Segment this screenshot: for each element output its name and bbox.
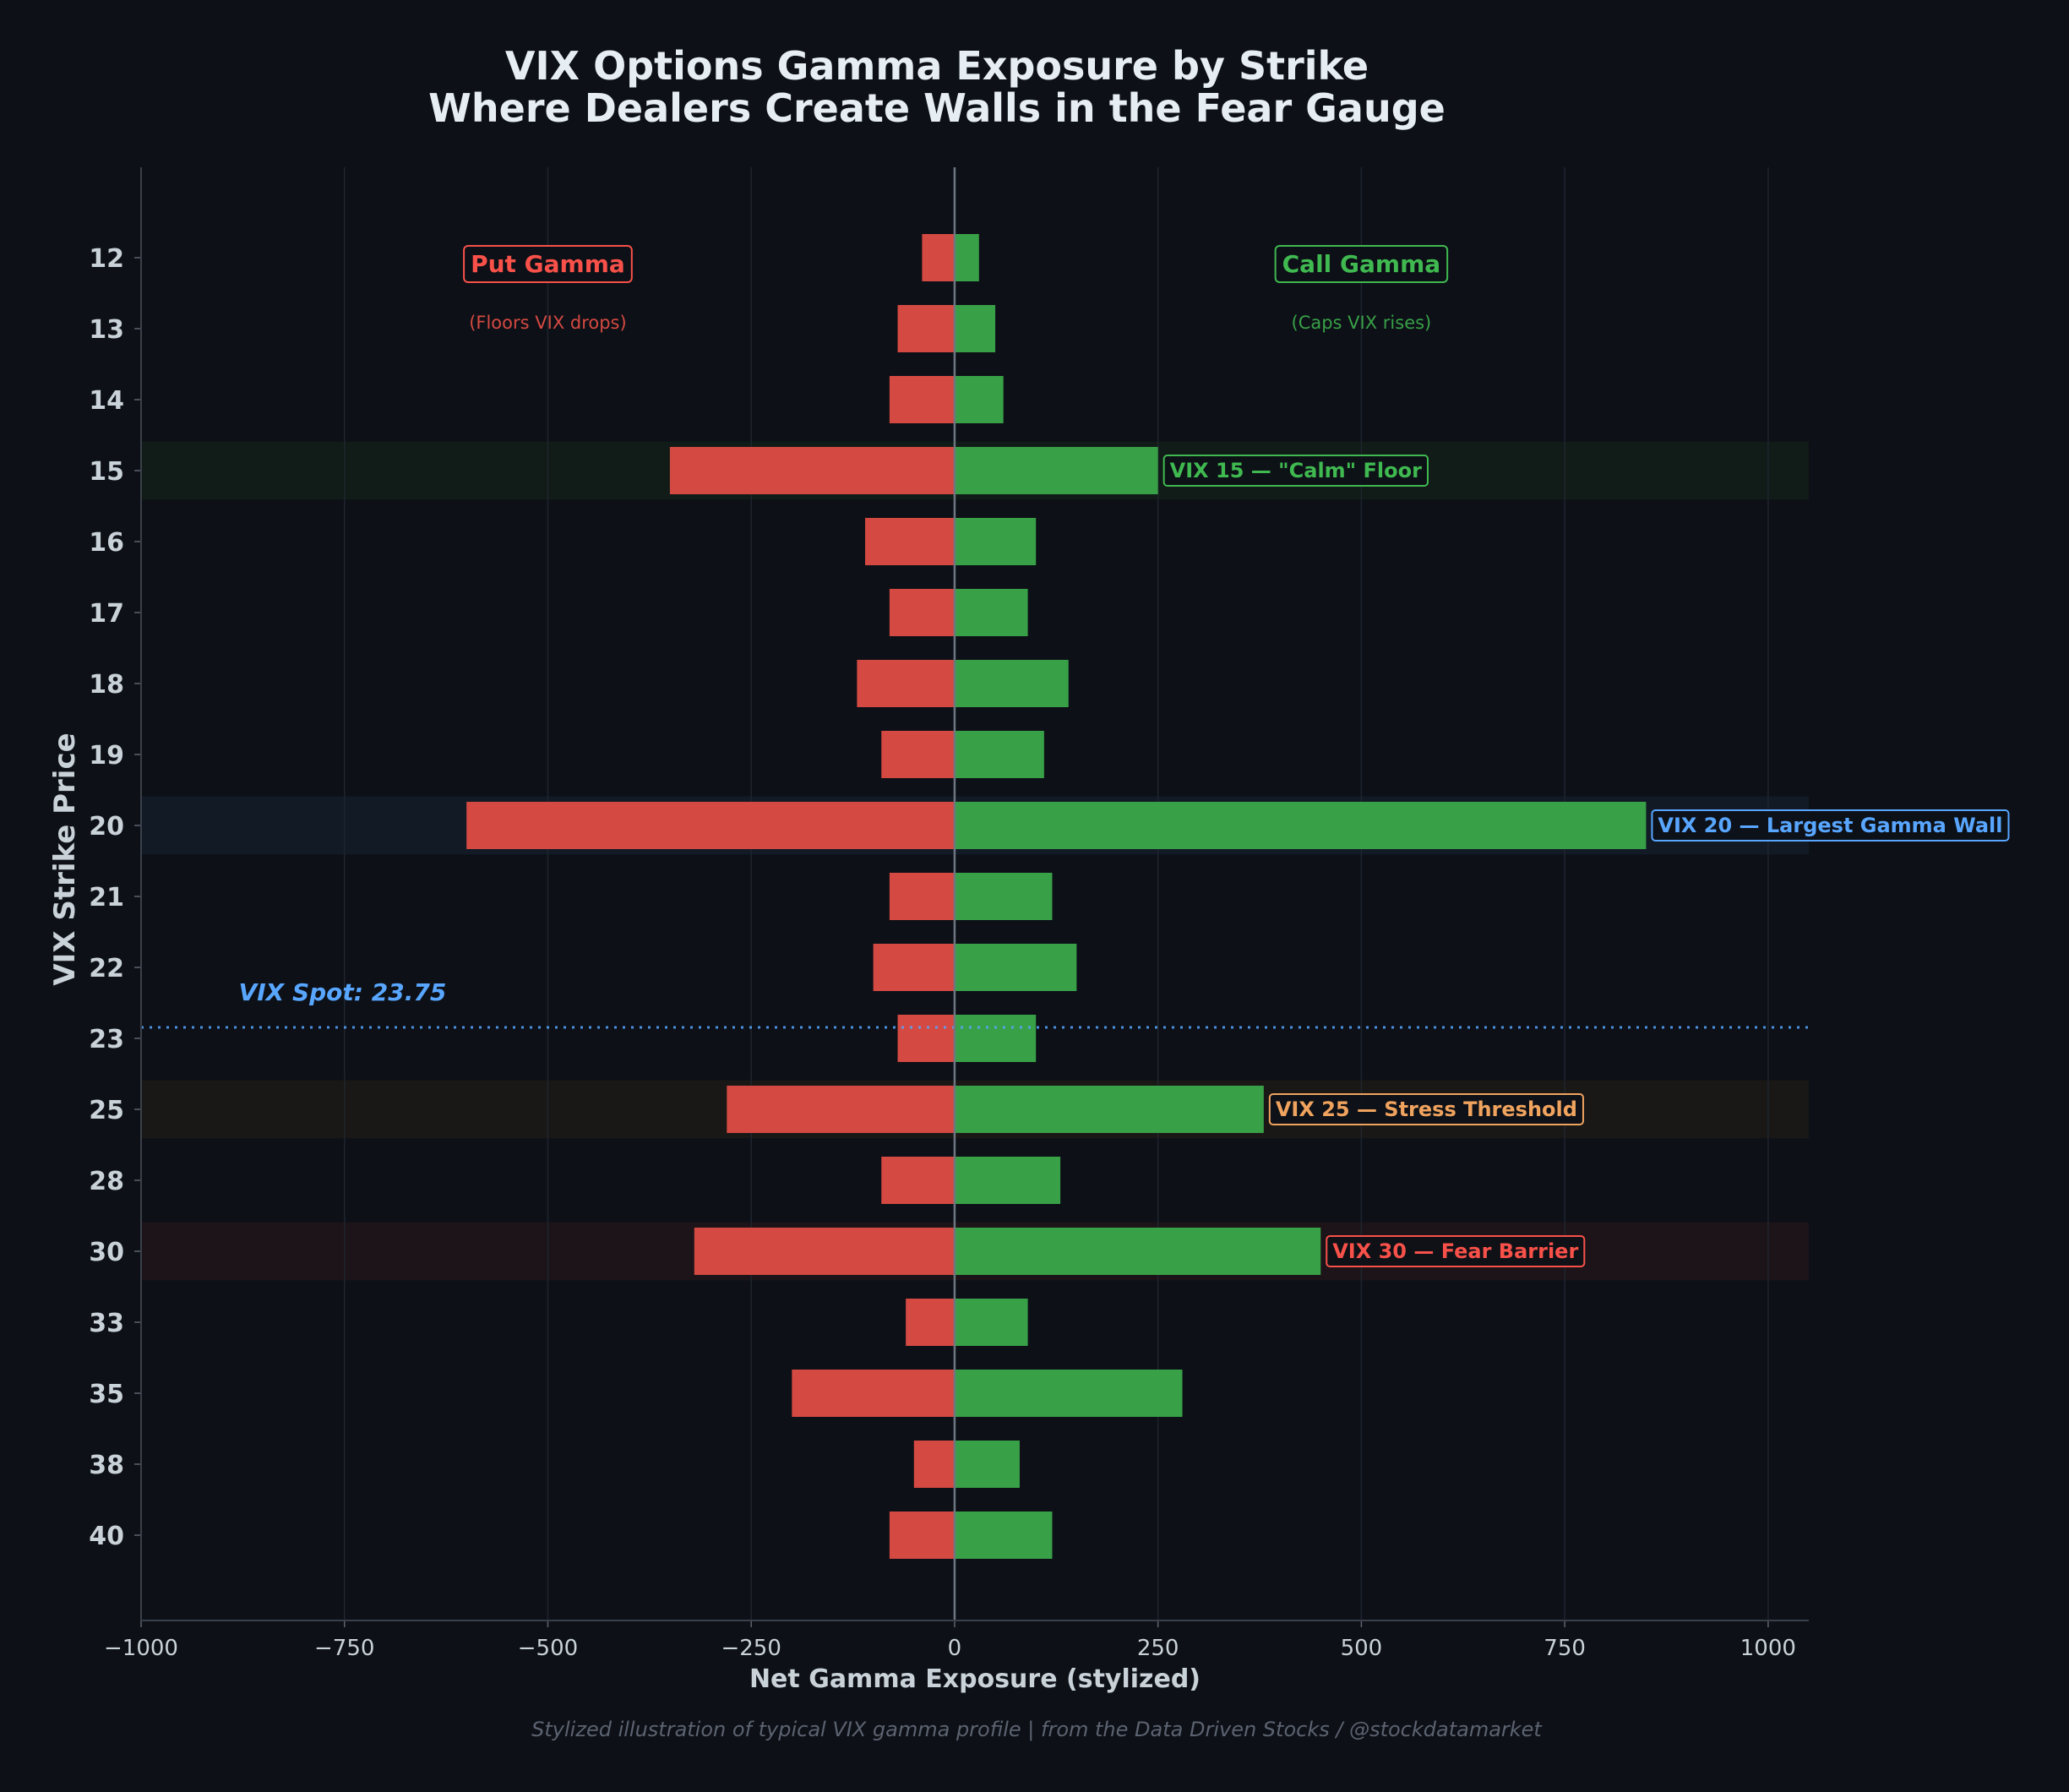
y-axis-label: VIX Strike Price — [48, 733, 82, 985]
footer-credit: Stylized illustration of typical VIX gam… — [531, 1718, 1543, 1741]
call-gamma-bar-30 — [954, 1228, 1321, 1275]
legend-call-subtitle: (Caps VIX rises) — [1292, 313, 1432, 333]
legend-call-title: Call Gamma — [1282, 250, 1441, 278]
put-gamma-bar-25 — [727, 1086, 955, 1133]
call-gamma-bar-22 — [954, 944, 1077, 991]
y-tick-label: 28 — [89, 1167, 124, 1196]
x-tick-label: 1000 — [1740, 1636, 1796, 1661]
put-gamma-bar-16 — [865, 518, 955, 565]
axes: −1000 −750 −500 −250 0 250 500 750 1000 12 13 14 15 1… — [89, 167, 1809, 1661]
put-gamma-bar-12 — [922, 234, 955, 281]
annotation-box-25 — [1268, 1093, 1584, 1125]
y-tick-label: 23 — [89, 1025, 124, 1054]
call-gamma-bar-14 — [954, 376, 1004, 423]
put-gamma-bar-20 — [466, 802, 955, 849]
y-tick-label: 15 — [89, 457, 124, 487]
put-gamma-bar-13 — [897, 305, 955, 352]
y-tick-label: 30 — [89, 1238, 124, 1267]
x-tick-label: −750 — [314, 1636, 374, 1661]
x-tick-label: 750 — [1544, 1636, 1586, 1661]
y-tick-label: 20 — [89, 812, 124, 842]
put-gamma-bar-30 — [694, 1228, 955, 1275]
vix-spot-label: VIX Spot: 23.75 — [239, 978, 447, 1006]
put-gamma-bar-17 — [889, 589, 955, 636]
put-gamma-bar-23 — [897, 1015, 955, 1062]
call-gamma-bar-15 — [954, 447, 1158, 494]
grid-lines — [140, 167, 1769, 1620]
chart-title-line-1: VIX Options Gamma Exposure by Strike — [505, 43, 1369, 89]
call-gamma-bar-33 — [954, 1299, 1028, 1346]
legend-put-subtitle: (Floors VIX drops) — [469, 313, 627, 333]
y-tick-label: 18 — [89, 670, 124, 700]
put-gamma-bar-21 — [889, 873, 955, 920]
call-gamma-bar-13 — [954, 305, 996, 352]
x-axis-label: Net Gamma Exposure (stylized) — [749, 1664, 1201, 1694]
call-gamma-bar-16 — [954, 518, 1037, 565]
annotation-label-25: VIX 25 — Stress Threshold — [1276, 1098, 1577, 1121]
put-gamma-bar-38 — [913, 1441, 955, 1488]
chart-title-line-2: Where Dealers Create Walls in the Fear G… — [428, 85, 1446, 131]
put-gamma-bar-14 — [889, 376, 955, 423]
y-tick-label: 14 — [89, 386, 124, 416]
y-tick-label: 19 — [89, 741, 124, 771]
call-gamma-bar-35 — [954, 1370, 1183, 1417]
call-gamma-bar-19 — [954, 731, 1044, 778]
x-tick-label: 500 — [1341, 1636, 1383, 1661]
x-tick-label: 0 — [948, 1636, 962, 1661]
put-gamma-bar-28 — [881, 1157, 955, 1204]
call-gamma-bar-28 — [954, 1157, 1061, 1204]
y-tick-label: 25 — [89, 1096, 124, 1125]
call-gamma-bar-12 — [954, 234, 979, 281]
call-gamma-bar-23 — [954, 1015, 1037, 1062]
call-gamma-bar-25 — [954, 1086, 1264, 1133]
y-tick-label: 21 — [89, 883, 124, 912]
put-gamma-bar-22 — [873, 944, 955, 991]
call-gamma-bar-17 — [954, 589, 1028, 636]
call-gamma-bar-20 — [954, 802, 1647, 849]
y-tick-label: 22 — [89, 954, 124, 983]
legend-put-title: Put Gamma — [471, 250, 625, 278]
put-gamma-bar-40 — [889, 1511, 955, 1559]
call-gamma-bar-18 — [954, 660, 1069, 707]
annotation-box-20 — [1651, 809, 2010, 842]
x-tick-label: −500 — [518, 1636, 578, 1661]
put-gamma-bar-18 — [857, 660, 955, 707]
annotation-label-20: VIX 20 — Largest Gamma Wall — [1658, 814, 2002, 837]
annotation-box-15 — [1162, 455, 1429, 487]
y-tick-label: 38 — [89, 1451, 124, 1480]
y-tick-label: 16 — [89, 528, 124, 558]
call-gamma-bar-21 — [954, 873, 1053, 920]
legend-call-box — [1274, 245, 1449, 283]
legend-put-box — [463, 245, 633, 283]
bar-series — [466, 234, 1647, 1559]
put-gamma-bar-15 — [669, 447, 955, 494]
put-gamma-bar-19 — [881, 731, 955, 778]
y-tick-label: 17 — [89, 599, 124, 629]
y-tick-label: 35 — [89, 1380, 124, 1409]
y-tick-label: 13 — [89, 315, 124, 345]
y-tick-label: 40 — [89, 1522, 124, 1551]
annotations: VIX 15 — "Calm" Floor VIX 20 — Largest Ga… — [141, 245, 2010, 1267]
put-gamma-bar-33 — [906, 1299, 955, 1346]
annotation-label-30: VIX 30 — Fear Barrier — [1332, 1239, 1578, 1263]
annotation-label-15: VIX 15 — "Calm" Floor — [1170, 459, 1422, 482]
x-tick-label: −1000 — [104, 1636, 178, 1661]
call-gamma-bar-38 — [954, 1441, 1020, 1488]
y-tick-label: 12 — [89, 244, 124, 274]
put-gamma-bar-35 — [792, 1370, 955, 1417]
call-gamma-bar-40 — [954, 1511, 1053, 1559]
x-tick-label: −250 — [721, 1636, 781, 1661]
annotation-box-30 — [1326, 1235, 1586, 1267]
x-tick-label: 250 — [1137, 1636, 1179, 1661]
y-tick-label: 33 — [89, 1309, 124, 1338]
